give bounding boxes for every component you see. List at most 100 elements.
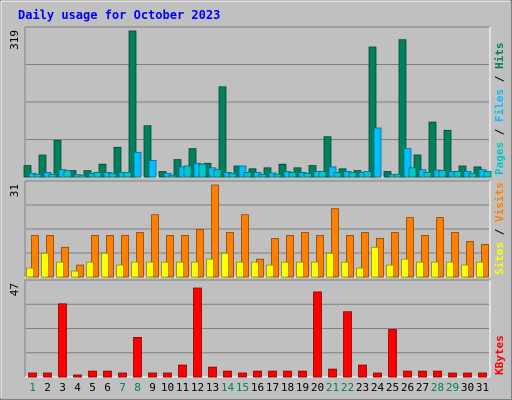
bar-sites-day-18 <box>281 261 289 278</box>
bar-sites-day-17 <box>266 264 274 278</box>
day-label-15: 15 <box>236 381 249 394</box>
day-label-12: 12 <box>191 381 204 394</box>
day-label-31: 31 <box>476 381 489 394</box>
bar-sites-day-9 <box>146 261 154 278</box>
bar-visits-day-11 <box>181 235 189 278</box>
bar-visits-day-27 <box>421 235 429 278</box>
bar-files-day-9 <box>148 160 157 178</box>
bar-sites-day-15 <box>236 261 244 278</box>
y-max-label: 31 <box>8 184 21 197</box>
bar-sites-day-8 <box>131 261 139 278</box>
day-label-3: 3 <box>59 381 66 394</box>
bar-sites-day-6 <box>101 252 109 278</box>
bar-sites-day-29 <box>446 261 454 278</box>
day-label-7: 7 <box>119 381 126 394</box>
bar-kbytes-day-3 <box>58 303 67 378</box>
bar-kbytes-day-7 <box>118 372 127 378</box>
bar-kbytes-day-6 <box>103 370 112 378</box>
day-label-17: 17 <box>266 381 279 394</box>
day-label-29: 29 <box>446 381 459 394</box>
bar-kbytes-day-26 <box>403 370 412 378</box>
bar-sites-day-31 <box>476 261 484 278</box>
bar-files-day-21 <box>328 166 337 178</box>
bar-visits-day-7 <box>121 235 129 278</box>
bar-kbytes-day-19 <box>298 370 307 378</box>
bar-pages-day-20 <box>318 171 327 178</box>
bar-pages-day-7 <box>123 171 132 178</box>
panel-legend: Pages / Files / Hits <box>493 43 506 176</box>
day-label-26: 26 <box>401 381 414 394</box>
panel-legend: Sites / Visits <box>493 182 506 275</box>
bar-visits-day-15 <box>241 214 249 278</box>
bar-pages-day-28 <box>438 170 447 178</box>
y-max-label: 319 <box>8 30 21 50</box>
bar-kbytes-day-18 <box>283 370 292 378</box>
panel-2: 31 Sites / Visits <box>8 180 506 278</box>
bar-pages-day-19 <box>303 172 312 178</box>
day-label-1: 1 <box>29 381 36 394</box>
bar-hits-day-24 <box>368 46 377 178</box>
bar-sites-day-13 <box>206 258 214 278</box>
day-label-23: 23 <box>356 381 369 394</box>
bar-pages-day-15 <box>243 171 252 178</box>
bar-sites-day-3 <box>56 261 64 278</box>
bar-pages-day-26 <box>408 167 417 178</box>
day-label-4: 4 <box>74 381 81 394</box>
bar-pages-day-17 <box>273 173 282 178</box>
bar-kbytes-day-20 <box>313 291 322 378</box>
bar-pages-day-10 <box>168 174 177 178</box>
bar-hits-day-2 <box>38 154 47 178</box>
bar-sites-day-14 <box>221 252 229 278</box>
bar-kbytes-day-28 <box>433 370 442 378</box>
bar-files-day-26 <box>403 148 412 178</box>
bar-visits-day-5 <box>91 235 99 278</box>
bar-pages-day-5 <box>93 171 102 178</box>
bar-kbytes-day-22 <box>343 311 352 378</box>
bar-visits-day-12 <box>196 229 204 278</box>
bar-pages-day-30 <box>468 172 477 178</box>
bar-hits-day-14 <box>218 86 227 178</box>
day-label-9: 9 <box>149 381 156 394</box>
bar-kbytes-day-24 <box>373 372 382 378</box>
bar-pages-day-11 <box>183 165 192 178</box>
bar-visits-day-30 <box>466 240 474 278</box>
bar-pages-day-29 <box>453 171 462 178</box>
bar-pages-day-22 <box>348 171 357 178</box>
legend-kbytes: KBytes <box>493 335 506 375</box>
day-label-8: 8 <box>134 381 141 394</box>
bar-pages-day-12 <box>198 163 207 178</box>
bar-sites-day-20 <box>311 261 319 278</box>
legend-separator: / <box>493 69 506 89</box>
day-label-11: 11 <box>176 381 189 394</box>
bar-sites-day-26 <box>401 258 409 278</box>
legend-hits: Hits <box>493 43 506 70</box>
bar-sites-day-19 <box>296 261 304 278</box>
bar-kbytes-day-2 <box>43 372 52 378</box>
day-label-24: 24 <box>371 381 385 394</box>
day-label-13: 13 <box>206 381 219 394</box>
bar-sites-day-1 <box>26 267 34 278</box>
bar-files-day-24 <box>373 127 382 178</box>
bar-hits-day-3 <box>53 139 62 178</box>
bar-hits-day-9 <box>143 125 152 178</box>
bar-visits-day-25 <box>391 232 399 278</box>
bar-kbytes-day-25 <box>388 329 397 378</box>
day-label-5: 5 <box>89 381 96 394</box>
day-label-19: 19 <box>296 381 309 394</box>
day-label-28: 28 <box>431 381 444 394</box>
legend-pages: Pages <box>493 142 506 175</box>
bar-visits-day-19 <box>301 232 309 278</box>
bar-kbytes-day-16 <box>253 370 262 378</box>
day-label-21: 21 <box>326 381 339 394</box>
bar-hits-day-27 <box>413 154 422 178</box>
bar-kbytes-day-12 <box>193 287 202 378</box>
bar-pages-day-18 <box>288 171 297 178</box>
day-label-6: 6 <box>104 381 111 394</box>
bar-visits-day-1 <box>31 235 39 278</box>
legend-separator: / <box>493 122 506 142</box>
bar-kbytes-day-17 <box>268 370 277 378</box>
bar-hits-day-18 <box>278 163 287 178</box>
bar-visits-day-8 <box>136 232 144 278</box>
